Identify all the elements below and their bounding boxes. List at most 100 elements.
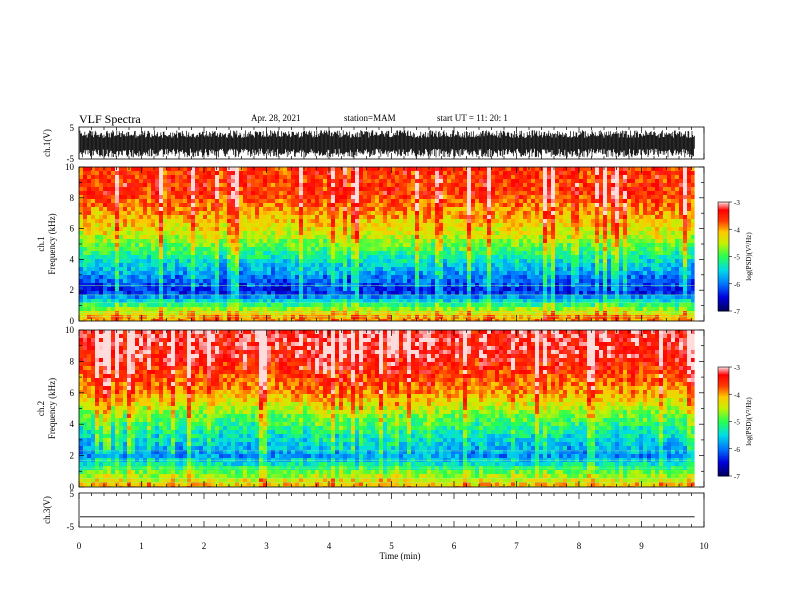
ch1-spec-cell (171, 167, 175, 171)
ch1-spec-cell (543, 251, 547, 255)
ch1-spec-cell (555, 235, 559, 239)
ch1-spec-cell (95, 207, 99, 211)
ch1-spec-cell (415, 295, 419, 299)
ch1-spec-cell (215, 227, 219, 231)
ch1-spec-cell (487, 299, 491, 303)
ch1-spec-cell (143, 235, 147, 239)
ch1-spec-cell (203, 263, 207, 267)
ch1-spec-cell (231, 239, 235, 243)
ch1-spec-cell (219, 255, 223, 259)
ch1-spec-cell (139, 195, 143, 199)
ch1-spec-cell (139, 207, 143, 211)
ch1-spec-cell (291, 287, 295, 291)
ch1-spec-cell (251, 299, 255, 303)
ch1-spec-cell (283, 319, 287, 321)
ch1-spec-cell (515, 231, 519, 235)
ch1-spec-cell (131, 271, 135, 275)
ch1-spec-cell (451, 199, 455, 203)
ch1-spec-cell (279, 271, 283, 275)
ch1-spec-cell (87, 211, 91, 215)
ch1-spec-cell (275, 291, 279, 295)
ch1-spec-cell (87, 303, 91, 307)
ch1-spec-cell (299, 251, 303, 255)
ch1-spec-cell (407, 171, 411, 175)
ch1-spec-cell (255, 227, 259, 231)
ch1-spec-cell (483, 235, 487, 239)
ch1-spec-cell (151, 227, 155, 231)
ch1-spec-cell (315, 171, 319, 175)
ch1-spec-cell (419, 283, 423, 287)
ch1-spec-cell (443, 267, 447, 271)
ch1-spec-cell (443, 195, 447, 199)
ch1-spec-cell (351, 279, 355, 283)
ch1-spec-cell (479, 167, 483, 171)
ch1-spec-cell (543, 207, 547, 211)
ch1-spec-cell (231, 251, 235, 255)
ch1-spec-cell (175, 307, 179, 311)
ch1-spec-cell (395, 287, 399, 291)
ch1-spec-cell (203, 255, 207, 259)
ch1-spec-cell (79, 207, 83, 211)
ch1-spec-cell (295, 291, 299, 295)
ch1-spec-cell (507, 239, 511, 243)
ch1-spec-cell (311, 231, 315, 235)
ch1-spec-cell (371, 231, 375, 235)
ch1-spec-cell (311, 215, 315, 219)
ch1-spec-cell (319, 307, 323, 311)
ch1-spec-cell (179, 207, 183, 211)
ch1-spec-cell (487, 251, 491, 255)
ch1-spec-cell (491, 171, 495, 175)
ch1-spec-cell (335, 255, 339, 259)
ch1-spec-cell (407, 243, 411, 247)
ch1-spec-cell (507, 271, 511, 275)
ch1-spec-cell (563, 315, 567, 319)
ch1-spec-cell (211, 235, 215, 239)
ch1-spec-cell (467, 219, 471, 223)
ch1-spec-cell (299, 311, 303, 315)
ch1-spec-cell (131, 191, 135, 195)
ch1-spec-cell (151, 219, 155, 223)
ch1-spec-cell (307, 219, 311, 223)
ch1-spec-cell (423, 315, 427, 319)
ch1-spec-cell (223, 319, 227, 321)
ch1-spec-cell (111, 183, 115, 187)
ch1-spec-cell (263, 279, 267, 283)
ch1-spec-cell (435, 255, 439, 259)
ch1-spec-cell (571, 307, 575, 311)
ch1-spec-cell (495, 223, 499, 227)
ch1-spec-cell (179, 187, 183, 191)
ch1-spec-cell (279, 227, 283, 231)
ch1-spec-cell (283, 199, 287, 203)
ch1-spec-cell (567, 195, 571, 199)
ch1-spec-cell (315, 239, 319, 243)
ch1-spec-cell (203, 283, 207, 287)
ch1-spec-cell (239, 191, 243, 195)
ch1-spec-cell (499, 215, 503, 219)
ch1-spec-cell (343, 207, 347, 211)
ch1-spec-cell (151, 283, 155, 287)
ch1-spec-cell (319, 191, 323, 195)
ch1-spec-cell (139, 171, 143, 175)
ch1-spec-cell (267, 255, 271, 259)
ch1-spec-cell (519, 319, 523, 321)
ch1-spec-cell (395, 299, 399, 303)
ch1-spec-cell (339, 267, 343, 271)
ch1-spec-cell (283, 291, 287, 295)
ch1-spec-cell (551, 319, 555, 321)
ch1-spec-cell (307, 223, 311, 227)
ch1-spec-cell (479, 267, 483, 271)
ch1-spec-cell (363, 167, 367, 171)
ch1-spec-cell (111, 195, 115, 199)
ch1-spec-cell (431, 267, 435, 271)
ch1-spec-cell (427, 291, 431, 295)
ch1-spec-cell (167, 235, 171, 239)
ch1-spec-cell (211, 171, 215, 175)
ch1-spec-cell (83, 263, 87, 267)
ch1-spec-cell (355, 319, 359, 321)
ch1-spec-cell (255, 235, 259, 239)
ch1-spec-cell (423, 319, 427, 321)
ch1-spec-cell (395, 223, 399, 227)
ch1-spec-cell (511, 315, 515, 319)
ch1-spec-cell (439, 235, 443, 239)
ch1-spec-cell (207, 175, 211, 179)
